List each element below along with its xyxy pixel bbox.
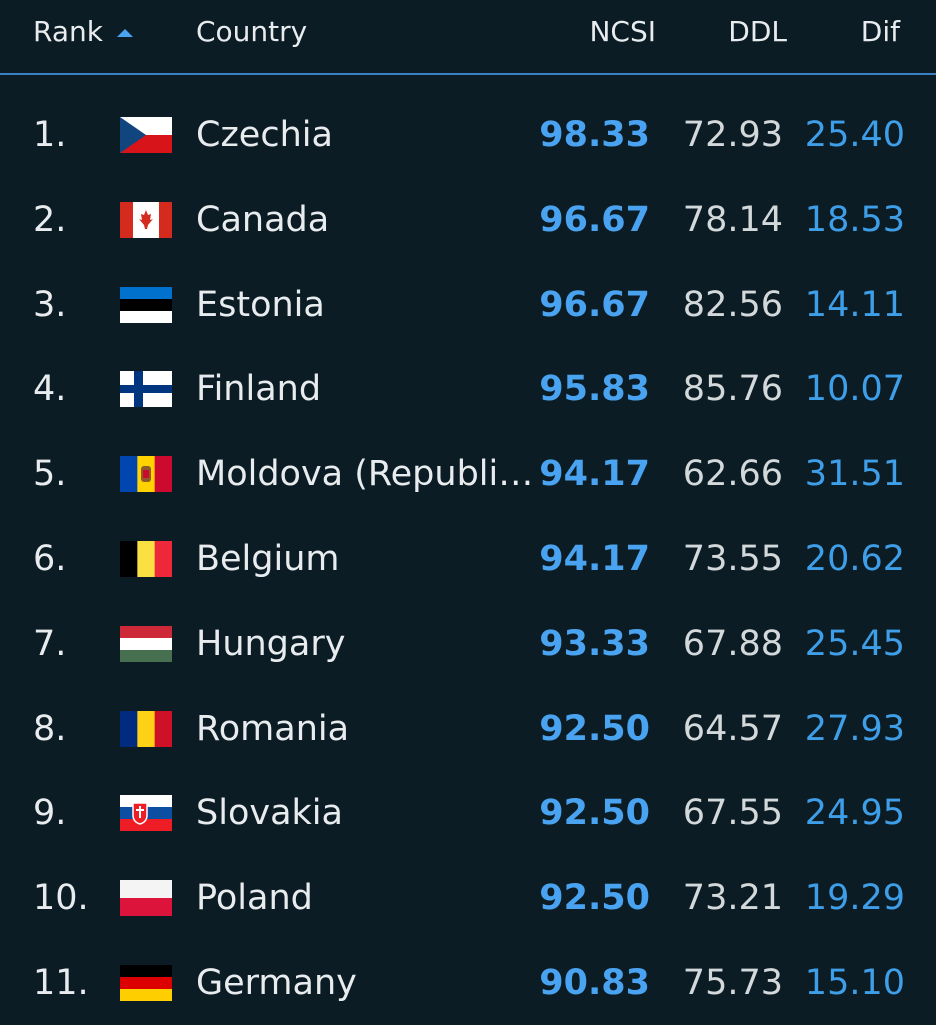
rank-cell: 11.	[33, 963, 89, 1003]
header-ncsi[interactable]: NCSI	[589, 15, 656, 48]
country-cell: Romania	[196, 708, 350, 749]
dif-cell: 24.95	[804, 793, 905, 834]
ddl-cell: 82.56	[682, 284, 783, 325]
rank-cell: 7.	[33, 623, 67, 664]
dif-cell: 15.10	[804, 963, 905, 1003]
table-row[interactable]: 4. Finland 95.83 85.76 10.07	[0, 347, 936, 431]
ddl-cell: 62.66	[682, 454, 783, 495]
country-cell: Canada	[196, 199, 330, 240]
ncsi-cell: 92.50	[539, 708, 650, 749]
table-row[interactable]: 3. Estonia 96.67 82.56 14.11	[0, 263, 936, 347]
rank-cell: 4.	[33, 369, 67, 410]
ddl-cell: 72.93	[682, 115, 783, 155]
country-cell: Hungary	[196, 623, 346, 664]
table-row[interactable]: 10. Poland 92.50 73.21 19.29	[0, 856, 936, 940]
rank-cell: 8.	[33, 708, 67, 749]
sort-arrow	[116, 29, 133, 37]
header-divider	[0, 73, 936, 75]
rank-cell: 2.	[33, 199, 67, 240]
ncsi-cell: 96.67	[539, 284, 650, 325]
ncsi-cell: 96.67	[539, 199, 650, 240]
country-cell: Slovakia	[196, 793, 343, 834]
flag-icon	[120, 965, 172, 1005]
flag	[120, 201, 173, 238]
ncsi-cell: 93.33	[539, 623, 650, 664]
flag-icon	[120, 795, 172, 835]
header-country[interactable]: Country	[196, 15, 308, 48]
flag	[120, 456, 173, 493]
ddl-cell: 67.88	[682, 623, 783, 664]
ddl-cell: 75.73	[682, 963, 783, 1003]
flag	[120, 710, 173, 747]
country-cell: Poland	[196, 878, 313, 919]
ncsi-cell: 92.50	[539, 793, 650, 834]
dif-cell: 14.11	[804, 284, 905, 325]
ddl-cell: 64.57	[682, 708, 783, 749]
flag	[120, 625, 172, 663]
rank-cell: 3.	[33, 284, 67, 325]
table-row[interactable]: 7. Hungary 93.33 67.88 25.45	[0, 602, 936, 686]
ncsi-cell: 98.33	[539, 115, 650, 155]
dif-cell: 25.45	[804, 623, 905, 664]
ncsi-cell: 94.17	[539, 539, 650, 579]
rank-cell: 6.	[33, 539, 67, 579]
ncsi-cell: 92.50	[539, 878, 650, 919]
rank-cell: 1.	[33, 115, 67, 155]
ddl-cell: 73.21	[682, 878, 783, 919]
header-rank[interactable]: Rank	[33, 12, 133, 52]
ddl-cell: 85.76	[682, 369, 783, 410]
dif-cell: 19.29	[804, 878, 905, 919]
table-row[interactable]: 5. Moldova (Republi… 94.17 62.66 31.51	[0, 432, 936, 516]
table-row[interactable]: 8. Romania 92.50 64.57 27.93	[0, 687, 936, 771]
rank-cell: 10.	[33, 878, 89, 919]
header-ddl[interactable]: DDL	[728, 15, 787, 48]
flag-icon	[120, 880, 172, 920]
flag	[120, 795, 172, 832]
flag-icon	[120, 117, 172, 157]
dif-cell: 25.40	[804, 115, 905, 155]
country-cell: Germany	[196, 963, 357, 1003]
country-cell: Belgium	[196, 539, 340, 579]
ddl-cell: 67.55	[682, 793, 783, 834]
table-row[interactable]: 1. Czechia 98.33 72.93 25.40	[0, 93, 936, 177]
flag-icon	[120, 625, 172, 666]
flag-icon	[120, 456, 173, 496]
ncsi-cell: 95.83	[539, 369, 650, 410]
ddl-cell: 78.14	[682, 199, 783, 240]
table-row[interactable]: 9. Slovakia 92.50 67.55 24.95	[0, 771, 936, 855]
ncsi-cell: 90.83	[539, 963, 650, 1003]
flag-icon	[120, 286, 172, 327]
flag	[120, 965, 172, 1002]
ncsi-cell: 94.17	[539, 454, 650, 495]
dif-cell: 20.62	[804, 539, 905, 579]
rank-cell: 5.	[33, 454, 67, 495]
dif-cell: 18.53	[804, 199, 905, 240]
flag-icon	[120, 201, 173, 242]
country-cell: Czechia	[196, 115, 333, 155]
table-row[interactable]: 6. Belgium 94.17 73.55 20.62	[0, 517, 936, 601]
flag	[120, 286, 172, 324]
country-cell: Finland	[196, 369, 322, 410]
dif-cell: 31.51	[804, 454, 905, 495]
table-row[interactable]: 11. Germany 90.83 75.73 15.10	[0, 941, 936, 1025]
country-cell: Estonia	[196, 284, 325, 325]
header-text: Rank	[33, 15, 103, 48]
dif-cell: 10.07	[804, 369, 905, 410]
flag-icon	[120, 371, 172, 411]
rank-cell: 9.	[33, 793, 67, 834]
flag-icon	[120, 541, 173, 581]
flag-icon	[120, 710, 173, 751]
flag	[120, 371, 172, 408]
flag	[120, 541, 173, 577]
flag	[120, 880, 172, 917]
header-dif[interactable]: Dif	[860, 15, 900, 48]
country-cell: Moldova (Republi…	[196, 454, 534, 495]
table-row[interactable]: 2. Canada 96.67 78.14 18.53	[0, 178, 936, 262]
flag	[120, 117, 172, 154]
ddl-cell: 73.55	[682, 539, 783, 579]
dif-cell: 27.93	[804, 708, 905, 749]
